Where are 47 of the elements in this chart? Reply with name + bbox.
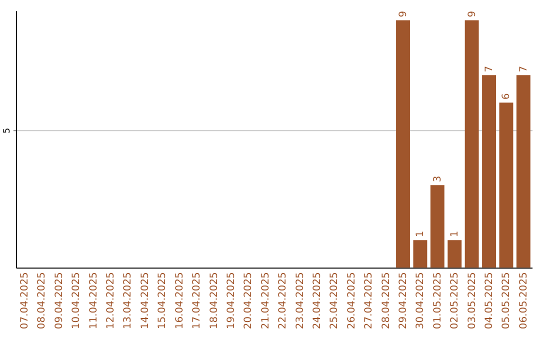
data-label: 7 xyxy=(518,66,530,72)
data-label: 3 xyxy=(432,176,444,182)
x-tick-label: 12.04.2025 xyxy=(106,272,117,330)
x-tick-label: 25.04.2025 xyxy=(329,272,340,330)
data-label: 9 xyxy=(398,10,409,18)
y-tick-label: 5 xyxy=(2,128,12,134)
x-tick-label: 04.05.2025 xyxy=(484,272,496,330)
x-tick-label: 11.04.2025 xyxy=(88,272,100,330)
x-tick-label: 20.04.2025 xyxy=(243,272,254,330)
x-tick-label: 17.04.2025 xyxy=(192,272,203,330)
x-tick-label: 14.04.2025 xyxy=(140,272,151,330)
bar xyxy=(482,75,496,268)
x-tick-label: 27.04.2025 xyxy=(364,272,375,330)
bar xyxy=(448,240,462,268)
x-tick-label: 15.04.2025 xyxy=(157,272,168,330)
bar xyxy=(413,240,428,268)
x-tick-label: 21.04.2025 xyxy=(260,272,272,330)
bar xyxy=(464,20,479,268)
x-tick-label: 10.04.2025 xyxy=(71,272,82,330)
x-tick-label: 24.04.2025 xyxy=(312,272,323,330)
data-label: 1 xyxy=(415,230,426,238)
x-tick-label: 26.04.2025 xyxy=(346,272,358,330)
x-tick-label: 06.05.2025 xyxy=(518,272,530,330)
bar xyxy=(396,20,410,268)
x-tick-label: 03.05.2025 xyxy=(466,272,478,330)
x-tick-label: 01.05.2025 xyxy=(432,272,444,330)
x-tick-label: 30.04.2025 xyxy=(415,272,426,330)
x-tick-label: 08.04.2025 xyxy=(36,272,48,330)
x-tick-label: 28.04.2025 xyxy=(380,272,392,330)
bar xyxy=(430,185,444,268)
data-label: 1 xyxy=(450,230,461,238)
x-tick-label: 22.04.2025 xyxy=(278,272,289,330)
x-tick-label: 05.05.2025 xyxy=(501,272,512,330)
x-tick-label: 19.04.2025 xyxy=(226,272,237,330)
bar xyxy=(499,102,514,268)
x-tick-label: 07.04.2025 xyxy=(20,272,31,330)
x-tick-label: 02.05.2025 xyxy=(450,272,461,330)
data-label: 7 xyxy=(484,66,496,72)
x-tick-label: 23.04.2025 xyxy=(294,272,306,330)
data-label: 6 xyxy=(501,93,512,100)
data-label: 9 xyxy=(466,10,478,18)
x-tick-label: 29.04.2025 xyxy=(398,272,409,330)
x-tick-label: 18.04.2025 xyxy=(208,272,220,330)
x-tick-label: 13.04.2025 xyxy=(122,272,134,330)
bar xyxy=(516,75,530,268)
x-tick-label: 16.04.2025 xyxy=(174,272,186,330)
x-tick-label: 09.04.2025 xyxy=(54,272,65,330)
